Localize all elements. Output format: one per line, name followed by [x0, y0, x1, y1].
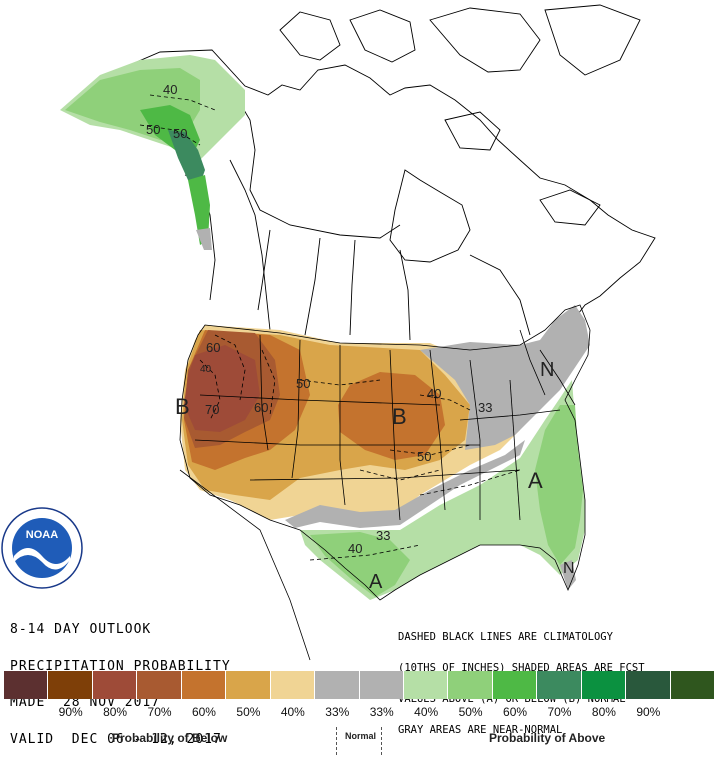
- legend-swatch: [226, 671, 271, 699]
- legend-swatch: [403, 671, 449, 699]
- legend-swatch: [315, 671, 360, 699]
- us-borders: [179, 304, 591, 661]
- legend-percent-label: 33%: [325, 705, 350, 719]
- legend-percent-label: 40%: [414, 705, 439, 719]
- climatology-contours: [139, 94, 521, 561]
- header-valid: VALID DEC 06 - 12, 2017: [10, 731, 222, 747]
- forecast-shading: [60, 55, 590, 600]
- west-label-60: 60: [206, 340, 220, 355]
- texas-label-A: A: [369, 571, 383, 593]
- coastlines: [117, 4, 656, 341]
- normal-caption: Normal: [345, 731, 377, 741]
- noaa-logo: NOAA: [1, 507, 83, 589]
- south-label-33: 33: [376, 528, 390, 543]
- legend-percent-label: 40%: [280, 705, 305, 719]
- normal-divider-left: [336, 727, 337, 755]
- legend-swatch: [48, 671, 93, 699]
- legend-swatch: [492, 671, 538, 699]
- legend-percent-label: 80%: [103, 705, 128, 719]
- south-label-40: 40: [348, 541, 362, 556]
- legend-percent-label: 90%: [58, 705, 83, 719]
- legend-percent-label: 50%: [458, 705, 483, 719]
- northeast-label-N: N: [540, 359, 554, 381]
- midwest-label-33: 33: [478, 400, 492, 415]
- header-made: MADE 28 NOV 2017: [10, 695, 161, 710]
- legend-percent-label: 60%: [191, 705, 216, 719]
- outlook-header: 8-14 DAY OUTLOOK PRECIPITATION PROBABILI…: [10, 600, 231, 758]
- climatology-note: DASHED BLACK LINES ARE CLIMATOLOGY (10TH…: [398, 612, 645, 746]
- legend-percent-label: 60%: [503, 705, 528, 719]
- florida-label-N: N: [563, 560, 575, 577]
- normal-divider-right: [381, 727, 382, 755]
- legend-swatch: [670, 671, 715, 699]
- legend-percent-label: 50%: [236, 705, 261, 719]
- legend-percent-label: 70%: [547, 705, 572, 719]
- note-line-2: (10THS OF INCHES) SHADED AREAS ARE FCST: [398, 662, 645, 674]
- southeast-label-A: A: [528, 468, 543, 493]
- alaska-label-50a: 50: [146, 122, 160, 137]
- legend-swatch: [448, 671, 493, 699]
- below-caption: Probability of Below: [112, 731, 228, 745]
- legend-percent-label: 33%: [369, 705, 394, 719]
- noaa-logo-text: NOAA: [26, 529, 58, 541]
- note-line-1: DASHED BLACK LINES ARE CLIMATOLOGY: [398, 631, 613, 643]
- legend-swatch: [359, 671, 404, 699]
- legend-swatch: [581, 671, 627, 699]
- west-label-B: B: [175, 394, 190, 419]
- legend-percent-label: 70%: [147, 705, 172, 719]
- legend-percent-labels: 90% 80% 70% 60% 50% 40% 33% 33% 40% 50% 60% 70% 80% 9…: [4, 705, 715, 719]
- plains-label-50: 50: [296, 376, 310, 391]
- midwest-label-B: B: [392, 404, 407, 429]
- west-label-70: 70: [205, 402, 219, 417]
- note-line-4: GRAY AREAS ARE NEAR-NORMAL: [398, 724, 563, 736]
- probability-legend: [4, 671, 715, 699]
- legend-swatch: [4, 671, 49, 699]
- header-title: 8-14 DAY OUTLOOK: [10, 622, 152, 637]
- legend-swatch: [137, 671, 182, 699]
- note-line-3: VALUES ABOVE (A) OR BELOW (B) NORMAL: [398, 693, 626, 705]
- legend-swatch: [92, 671, 138, 699]
- midwest-label-50: 50: [417, 449, 431, 464]
- legend-percent-label: 90%: [636, 705, 661, 719]
- legend-swatch: [626, 671, 671, 699]
- header-subtitle: PRECIPITATION PROBABILITY: [10, 658, 231, 674]
- midwest-label-40: 40: [427, 386, 441, 401]
- legend-swatch: [270, 671, 316, 699]
- legend-label-spacer: [671, 705, 715, 719]
- west-label-40: 40: [200, 364, 212, 375]
- alaska-label-50b: 50: [173, 126, 187, 141]
- legend-percent-label: 80%: [591, 705, 616, 719]
- legend-label-spacer: [4, 705, 48, 719]
- west-label-60b: 60: [254, 400, 268, 415]
- legend-swatch: [181, 671, 227, 699]
- legend-swatch: [537, 671, 582, 699]
- above-caption: Probability of Above: [489, 731, 606, 745]
- outlook-map: 40 50 50 60 40 B 70 60 50 B 40 33 50 N A…: [1, 4, 656, 661]
- alaska-label-40: 40: [163, 82, 177, 97]
